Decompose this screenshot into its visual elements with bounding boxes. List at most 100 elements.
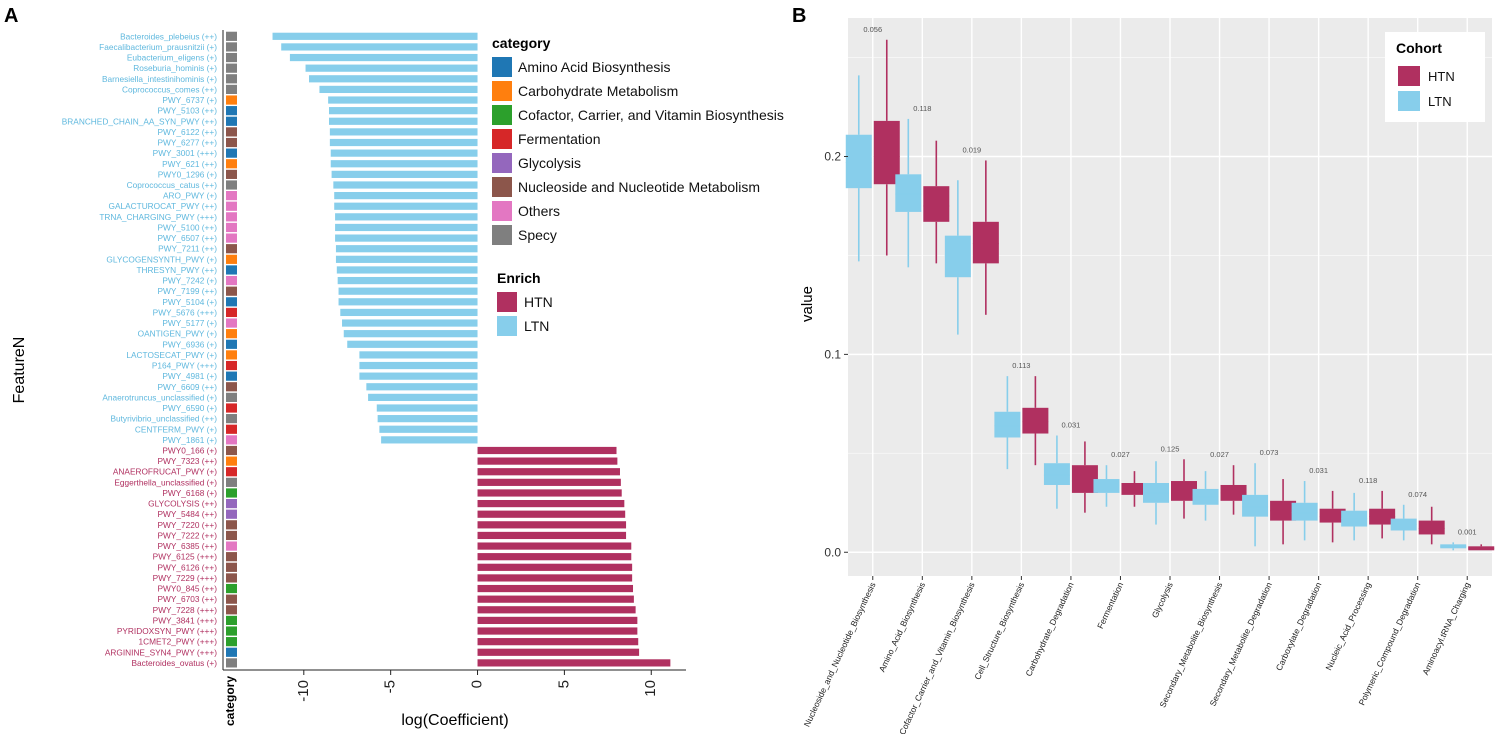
a-category-cell [226, 180, 237, 190]
b-pvalue-label: 0.031 [1309, 466, 1328, 475]
b-x-tick-label: Carbohydrate_Degradation [1023, 580, 1076, 677]
a-x-tick-label: 10 [642, 680, 659, 697]
a-bar [338, 298, 478, 306]
a-feature-label: PWY_1861 (+) [162, 435, 217, 445]
a-bar [334, 192, 478, 200]
b-x-tick-label: Nucleoside_and_Nucleotide_Biosynthesis [802, 581, 878, 729]
a-category-cell [226, 424, 237, 434]
b-ltn-box [994, 411, 1021, 438]
a-legend-category-key [492, 105, 512, 125]
a-feature-label: PWY_7228 (+++) [153, 605, 218, 615]
a-feature-label: PWY_5177 (+) [162, 318, 217, 328]
b-x-tick-label: Cell_Structure_Biosynthesis [972, 581, 1026, 682]
a-feature-label: PYRIDOXSYN_PWY (+++) [117, 626, 217, 636]
a-category-cell [226, 360, 237, 371]
a-category-cell [226, 222, 237, 233]
a-feature-label: PWY_6126 (++) [158, 562, 218, 572]
a-feature-label: ARGININE_SYN4_PWY (+++) [105, 647, 217, 657]
b-x-ticks: Nucleoside_and_Nucleotide_Biosynthesis Am… [802, 576, 1472, 734]
a-category-cell [226, 169, 237, 179]
a-legend-enrich-key [497, 292, 517, 312]
a-category-cell [226, 371, 237, 381]
a-bar [335, 245, 478, 253]
b-boxes: 0.056 0.118 0.019 0.113 0.031 0.027 0.125 0.027… [845, 25, 1495, 551]
a-bar [477, 563, 633, 571]
a-feature-label: Faecalibacterium_prausnitzii (+) [99, 42, 217, 52]
a-category-cell [226, 116, 237, 126]
a-category-cell [226, 339, 237, 349]
a-bar [477, 574, 633, 582]
a-category-cell [226, 583, 237, 594]
a-bar [305, 64, 478, 72]
a-bar [477, 478, 621, 486]
b-htn-box [1022, 407, 1049, 434]
a-feature-label: PWY_6125 (+++) [153, 552, 218, 562]
a-legend-category-label: Nucleoside and Nucleotide Metabolism [518, 179, 760, 195]
a-category-cell [226, 212, 237, 222]
a-category-cell [226, 403, 237, 413]
a-category-cell [226, 647, 237, 657]
a-bar [359, 361, 478, 370]
a-bar [335, 234, 478, 242]
a-category-cell [226, 488, 237, 498]
a-feature-label: GALACTUROCAT_PWY (++) [109, 201, 218, 211]
a-category-cell [226, 562, 237, 572]
a-bar [477, 542, 632, 550]
a-category-cell [226, 594, 237, 604]
b-x-tick-label: Amino_Acid_Biosynthesis [877, 581, 927, 674]
a-bar [347, 340, 478, 348]
a-category-cell [226, 31, 237, 41]
b-pvalue-label: 0.125 [1161, 444, 1180, 453]
b-htn-box [873, 120, 900, 185]
a-bar [319, 85, 478, 94]
a-category-cell [226, 318, 237, 328]
a-category-cell [226, 201, 237, 211]
a-feature-label: PWY_5104 (+) [162, 297, 217, 307]
a-bar [377, 415, 478, 423]
a-bar [359, 351, 478, 359]
b-pvalue-label: 0.118 [913, 104, 931, 113]
a-feature-label: PWY_5103 (++) [158, 106, 218, 116]
a-legend-category-key [492, 225, 512, 245]
a-feature-label: PWY_6507 (++) [158, 233, 218, 243]
a-bar [376, 404, 478, 412]
a-category-cell [226, 541, 237, 551]
a-bar [477, 659, 671, 667]
a-bar [477, 468, 620, 476]
a-feature-label: GLYCOLYSIS (++) [148, 499, 217, 509]
a-feature-label: GLYCOGENSYNTH_PWY (+) [106, 254, 217, 264]
a-legend-enrich-key [497, 316, 517, 336]
a-category-cell [226, 148, 237, 158]
a-bar [289, 53, 478, 62]
b-ltn-box [895, 174, 922, 212]
a-category-cell [226, 84, 237, 95]
a-category-cell [226, 498, 237, 509]
a-feature-label: Eggerthella_unclassified (+) [114, 477, 217, 487]
a-bars [272, 32, 671, 667]
a-category-cell [226, 329, 237, 339]
a-legend-category-title: category [492, 35, 551, 51]
a-bar [340, 308, 478, 317]
a-category-cell [226, 605, 237, 615]
b-ltn-box [1043, 463, 1070, 485]
a-category-cell [226, 233, 237, 243]
a-category-cell [226, 626, 237, 636]
b-htn-box [972, 221, 999, 264]
a-feature-label: PWY_621 (++) [162, 159, 217, 169]
a-feature-label: PWY_6122 (++) [158, 127, 218, 137]
b-ltn-box [1242, 494, 1269, 517]
b-ltn-box [1291, 502, 1318, 521]
a-feature-label: PWY_6168 (+) [162, 488, 217, 498]
a-feature-label: PWY0_166 (+) [162, 445, 217, 455]
a-bar [477, 457, 618, 465]
a-x-ticks: -10 -5 0 5 10 [295, 670, 659, 702]
a-legend-category-label: Cofactor, Carrier, and Vitamin Biosynthe… [518, 107, 784, 123]
a-feature-label: PWY_7229 (+++) [153, 573, 218, 583]
b-legend-title: Cohort [1396, 40, 1442, 56]
a-category-cell [226, 435, 237, 445]
a-feature-label: OANTIGEN_PWY (+) [138, 329, 218, 339]
a-bar [329, 128, 478, 136]
a-bar [342, 319, 478, 327]
a-feature-label: PWY_7222 (++) [158, 530, 218, 540]
